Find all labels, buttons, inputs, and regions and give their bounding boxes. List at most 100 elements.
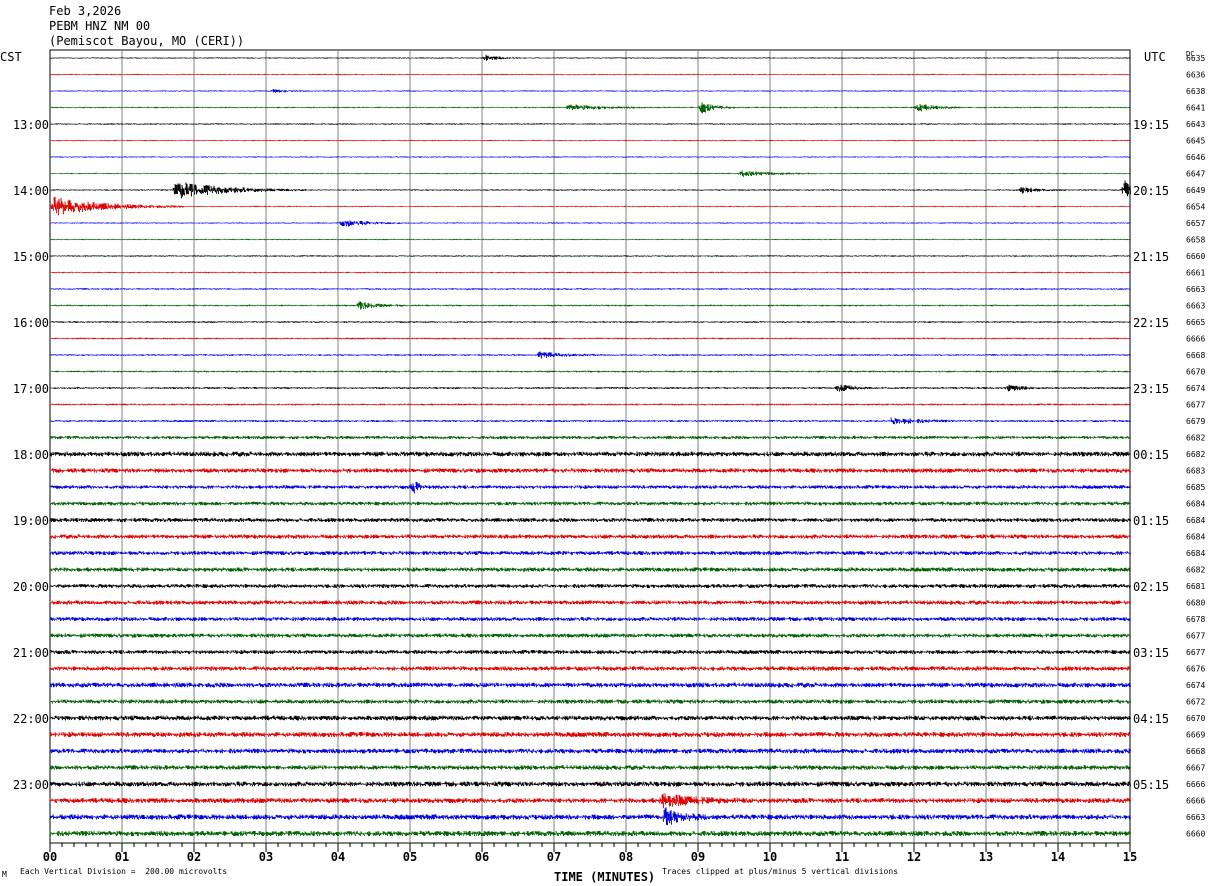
dc-value: 6638 — [1186, 87, 1205, 96]
trace-row — [49, 370, 1131, 373]
trace-row — [49, 255, 1131, 257]
dc-value: 6635 — [1186, 54, 1205, 63]
trace-row — [49, 384, 1131, 392]
dc-value: 6666 — [1186, 797, 1205, 806]
dc-value: 6670 — [1186, 714, 1205, 723]
dc-value: 6681 — [1186, 582, 1205, 591]
dc-value: 6636 — [1186, 71, 1205, 80]
trace-row — [49, 616, 1131, 622]
dc-column-label: DC — [1186, 50, 1195, 58]
dc-value: 6663 — [1186, 302, 1205, 311]
dc-value: 6684 — [1186, 533, 1205, 542]
x-tick-label: 04 — [331, 850, 345, 864]
dc-value: 6654 — [1186, 203, 1205, 212]
x-tick-label: 14 — [1051, 850, 1065, 864]
left-hour-label: 20:00 — [13, 580, 49, 594]
trace-row — [49, 123, 1131, 125]
left-hour-label: 21:00 — [13, 646, 49, 660]
trace-row — [49, 351, 1131, 359]
x-axis-title: TIME (MINUTES) — [554, 870, 656, 884]
right-hour-label: 05:15 — [1133, 778, 1169, 792]
trace-row — [49, 156, 1131, 158]
dc-value: 6684 — [1186, 500, 1205, 509]
right-hour-label: 23:15 — [1133, 382, 1169, 396]
plot-frame — [49, 49, 1131, 844]
right-hour-label: 03:15 — [1133, 646, 1169, 660]
trace-row — [49, 793, 1131, 809]
dc-value: 6668 — [1186, 351, 1205, 360]
right-hour-label: 19:15 — [1133, 118, 1169, 132]
trace-row — [49, 781, 1131, 787]
x-tick-label: 08 — [619, 850, 633, 864]
trace-row — [49, 196, 1131, 216]
dc-value: 6645 — [1186, 137, 1205, 146]
right-hour-label: 04:15 — [1133, 712, 1169, 726]
dc-value: 6677 — [1186, 401, 1205, 410]
dc-value: 6667 — [1186, 764, 1205, 773]
dc-value: 6665 — [1186, 318, 1205, 327]
dc-value: 6677 — [1186, 632, 1205, 641]
trace-row — [49, 403, 1131, 406]
dc-value: 6684 — [1186, 549, 1205, 558]
left-hour-label: 14:00 — [13, 184, 49, 198]
trace-row — [49, 567, 1131, 572]
station-code: PEBM HNZ NM 00 — [49, 19, 151, 33]
right-hour-label: 21:15 — [1133, 250, 1169, 264]
trace-row — [49, 102, 1131, 114]
trace-row — [49, 481, 1131, 494]
dc-value: 6678 — [1186, 615, 1205, 624]
dc-value: 6660 — [1186, 830, 1205, 839]
trace-row — [49, 583, 1131, 589]
dc-value: 6647 — [1186, 170, 1205, 179]
trace-row — [49, 73, 1131, 76]
x-tick-label: 01 — [115, 850, 129, 864]
trace-row — [49, 765, 1131, 770]
trace-row — [49, 170, 1131, 177]
right-hour-label: 01:15 — [1133, 514, 1169, 528]
dc-value: 6684 — [1186, 516, 1205, 525]
right-hour-label: 00:15 — [1133, 448, 1169, 462]
footer-mark: M — [2, 870, 7, 879]
trace-row — [49, 417, 1131, 425]
dc-value: 6663 — [1186, 813, 1205, 822]
left-hour-label: 19:00 — [13, 514, 49, 528]
dc-value: 6646 — [1186, 153, 1205, 162]
dc-value: 6683 — [1186, 467, 1205, 476]
dc-value: 6669 — [1186, 731, 1205, 740]
dc-value: 6685 — [1186, 483, 1205, 492]
x-tick-label: 15 — [1123, 850, 1137, 864]
dc-value: 6674 — [1186, 681, 1205, 690]
dc-value: 6660 — [1186, 252, 1205, 261]
left-timezone-label: CST — [0, 50, 22, 64]
trace-row — [49, 649, 1131, 655]
dc-value: 6657 — [1186, 219, 1205, 228]
dc-value: 6668 — [1186, 747, 1205, 756]
trace-row — [49, 699, 1131, 704]
trace-row — [49, 320, 1131, 324]
trace-row — [49, 731, 1131, 738]
trace-row — [49, 287, 1131, 291]
trace-row — [49, 633, 1131, 638]
right-hour-label: 02:15 — [1133, 580, 1169, 594]
trace-row — [49, 451, 1131, 457]
station-location: (Pemiscot Bayou, MO (CERI)) — [49, 34, 245, 48]
right-timezone-label: UTC — [1144, 50, 1166, 64]
dc-value: 6649 — [1186, 186, 1205, 195]
dc-value: 6677 — [1186, 648, 1205, 657]
trace-row — [49, 139, 1131, 142]
trace-row — [49, 550, 1131, 556]
x-tick-label: 03 — [259, 850, 273, 864]
left-hour-label: 16:00 — [13, 316, 49, 330]
trace-row — [49, 468, 1131, 473]
dc-value: 6682 — [1186, 434, 1205, 443]
trace-row — [49, 337, 1131, 340]
trace-row — [49, 715, 1131, 721]
dc-value: 6672 — [1186, 698, 1205, 707]
left-hour-label: 13:00 — [13, 118, 49, 132]
plot-date: Feb 3,2026 — [49, 4, 122, 18]
dc-value: 6666 — [1186, 780, 1205, 789]
trace-row — [49, 666, 1131, 671]
dc-value: 6674 — [1186, 384, 1205, 393]
trace-row — [49, 180, 1131, 199]
